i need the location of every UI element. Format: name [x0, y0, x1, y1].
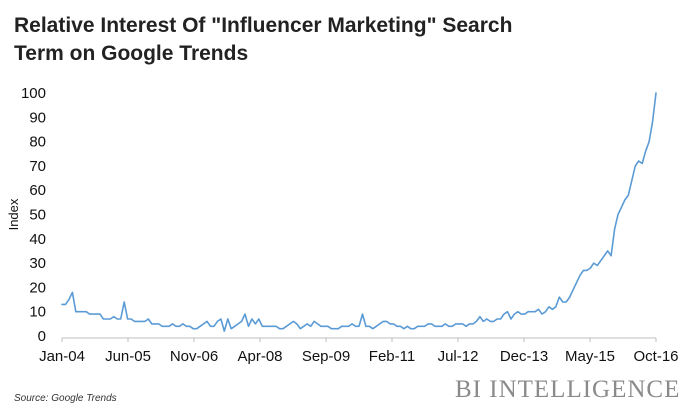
y-tick-label: 70: [29, 158, 46, 175]
x-tick-label: Jul-12: [438, 348, 479, 365]
y-tick-label: 50: [29, 207, 46, 224]
bi-intelligence-logo: BI INTELLIGENCE: [455, 376, 681, 403]
y-tick-label: 100: [21, 85, 46, 102]
x-tick-label: Jun-05: [105, 348, 151, 365]
y-axis-label: Index: [6, 198, 21, 230]
x-tick-label: Dec-13: [500, 348, 548, 365]
x-tick-label: Jan-04: [39, 348, 85, 365]
x-tick-label: Sep-09: [302, 348, 350, 365]
y-tick-label: 10: [29, 304, 46, 321]
x-tick-label: May-15: [565, 348, 615, 365]
y-tick-label: 0: [38, 328, 46, 345]
x-tick-label: Nov-06: [170, 348, 218, 365]
x-tick-label: Apr-08: [237, 348, 282, 365]
y-tick-label: 80: [29, 134, 46, 151]
x-tick-label: Oct-16: [633, 348, 678, 365]
series-line: [61, 92, 657, 332]
y-tick-label: 40: [29, 231, 46, 248]
y-tick-label: 60: [29, 182, 46, 199]
y-tick-label: 30: [29, 255, 46, 272]
chart-title-line-2: Term on Google Trends: [14, 42, 249, 65]
x-tick-label: Feb-11: [369, 348, 415, 365]
y-tick-label: 90: [29, 109, 46, 126]
chart-title-line-1: Relative Interest Of "Influencer Marketi…: [14, 14, 513, 37]
y-tick-label: 20: [29, 279, 46, 296]
source-note: Source: Google Trends: [14, 393, 117, 404]
chart-title: Relative Interest Of "Influencer Marketi…: [14, 12, 574, 68]
